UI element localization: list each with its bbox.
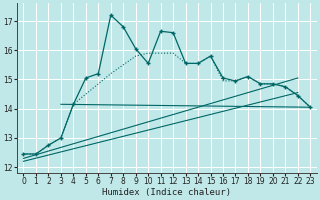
X-axis label: Humidex (Indice chaleur): Humidex (Indice chaleur) — [102, 188, 231, 197]
